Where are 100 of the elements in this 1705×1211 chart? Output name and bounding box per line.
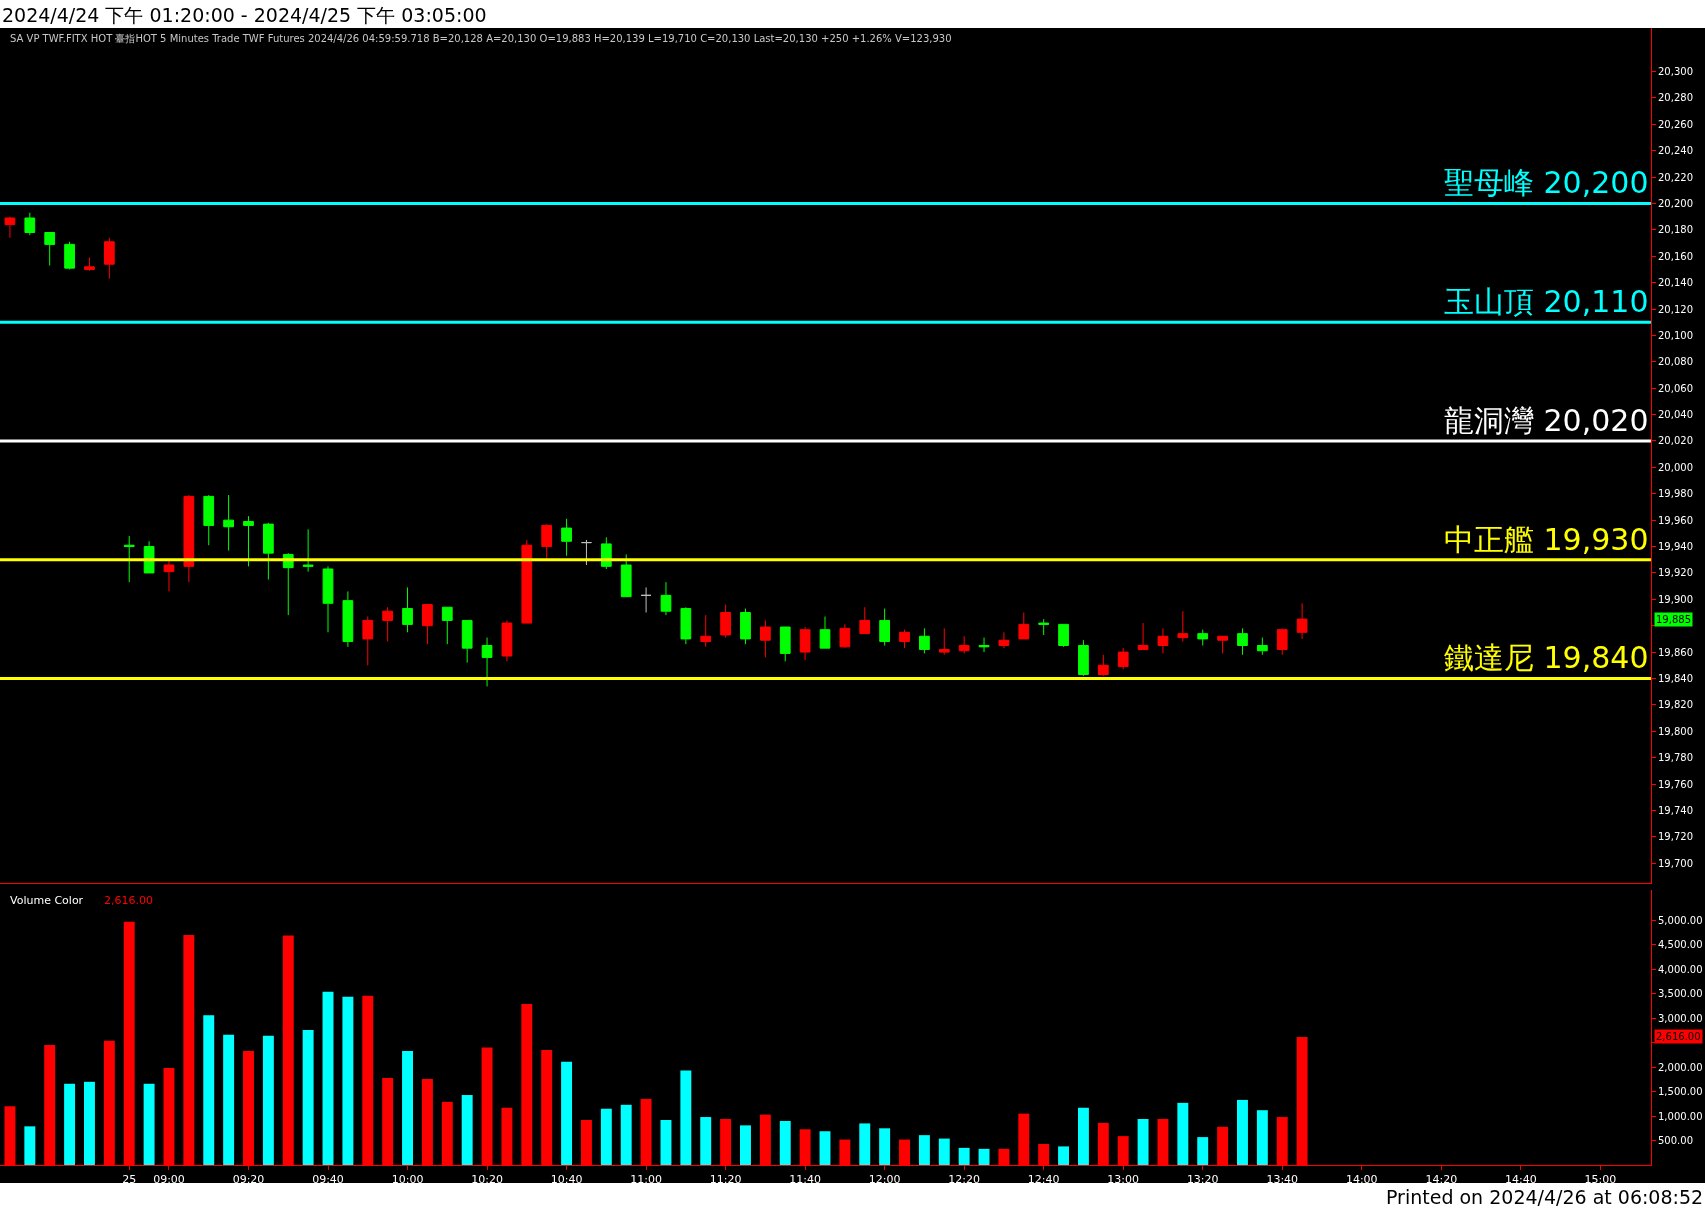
candlestick: [1078, 639, 1089, 677]
bar: [64, 1083, 76, 1165]
y-tick-label: 20,020: [1658, 435, 1693, 447]
y-tick-label: 2,000.00: [1658, 1061, 1703, 1073]
y-tick-label: 20,120: [1658, 303, 1693, 315]
y-tick-label: 19,740: [1658, 804, 1693, 816]
x-tick-label: 14:00: [1345, 1173, 1378, 1187]
y-tick-label: 19,820: [1658, 699, 1693, 711]
candlestick: [958, 635, 970, 654]
bar: [24, 1126, 36, 1165]
candlestick: [1038, 618, 1050, 636]
y-tick-label: 19,860: [1658, 646, 1693, 658]
candlestick: [44, 232, 56, 266]
y-tick-label: 19,780: [1658, 752, 1693, 764]
candlestick: [620, 553, 632, 598]
bar: [620, 1104, 632, 1165]
y-tick-label: 1,000.00: [1658, 1110, 1703, 1122]
candlestick: [640, 586, 652, 614]
bar: [561, 1061, 573, 1165]
x-tick-label: 12:00: [868, 1173, 901, 1187]
y-tick-label: 20,040: [1658, 409, 1693, 421]
bar: [1237, 1099, 1248, 1165]
y-tick-label: 20,180: [1658, 224, 1693, 236]
y-tick-label: 20,060: [1658, 382, 1693, 394]
candlestick: [263, 522, 274, 581]
candlestick: [243, 515, 254, 567]
candlestick: [700, 614, 712, 648]
candlestick: [402, 586, 413, 633]
ref-line-label: 聖母峰 20,200: [1444, 165, 1649, 200]
candlestick: [302, 528, 314, 573]
x-tick-label: 10:00: [391, 1173, 424, 1187]
text: SA VP TWF.FITX HOT 臺指HOT 5 Minutes Trade TWF Futures 2024/4/26 04:59:59.718 B=20,128 A=20,130 O=19,883 H=20,139 L=19,710 C=20,130 Last=20,130 +250 +1.26% V=123,930: [10, 33, 952, 44]
x-tick-label: 12:40: [1027, 1173, 1060, 1187]
candlestick: [561, 518, 572, 557]
y-tick-label: 20,200: [1658, 197, 1693, 209]
candlestick: [541, 523, 553, 559]
candlestick: [1117, 647, 1129, 670]
x-tick-label: 09:40: [312, 1173, 344, 1187]
bar: [203, 1015, 215, 1165]
x-tick-label: 09:00: [153, 1173, 185, 1187]
candlestick: [322, 565, 334, 633]
y-tick-label: 19,840: [1658, 672, 1693, 684]
bar: [779, 1120, 791, 1165]
text: 19,885: [1656, 614, 1691, 625]
bar: [859, 1123, 871, 1165]
candlestick: [461, 619, 473, 664]
x-tick-label: 13:20: [1186, 1173, 1219, 1187]
candlestick: [819, 615, 831, 649]
x-tick-label: 14:20: [1425, 1173, 1458, 1187]
candlestick: [1157, 627, 1169, 654]
y-tick-label: 20,280: [1658, 92, 1693, 104]
x-tick-label: 13:00: [1107, 1173, 1140, 1187]
candlestick: [163, 559, 175, 592]
bar: [83, 1081, 95, 1165]
candlestick: [1058, 623, 1069, 648]
y-tick-label: 20,080: [1658, 356, 1693, 368]
candlestick: [183, 494, 195, 583]
y-tick-label: 19,700: [1658, 857, 1693, 869]
bar: [302, 1029, 314, 1165]
candlestick: [581, 539, 592, 566]
x-tick-label: 12:20: [948, 1173, 981, 1187]
y-tick-label: 19,720: [1658, 831, 1693, 843]
x-tick-label: 11:40: [789, 1173, 821, 1187]
y-tick-label: 20,100: [1658, 329, 1693, 341]
y-tick-label: 20,220: [1658, 171, 1693, 183]
y-tick-label: 500.00: [1658, 1135, 1693, 1147]
candlestick: [919, 627, 930, 654]
candlestick: [1296, 602, 1308, 640]
bar: [740, 1125, 751, 1165]
candlestick: [501, 619, 513, 662]
bar: [1137, 1119, 1149, 1165]
x-tick-label: 10:40: [550, 1173, 583, 1187]
y-tick-label: 19,980: [1658, 488, 1693, 500]
text: Printed on 2024/4/26 at 06:08:52: [1386, 1186, 1704, 1208]
bar: [342, 996, 354, 1165]
candlestick: [1177, 610, 1189, 643]
y-tick-label: 19,960: [1658, 514, 1693, 526]
x-tick-label: 15:00: [1584, 1173, 1617, 1187]
x-tick-label: 13:40: [1266, 1173, 1299, 1187]
candlestick: [998, 631, 1010, 649]
bar: [879, 1128, 891, 1165]
candlestick: [740, 608, 751, 645]
chart-title: Volume Color: [10, 894, 84, 907]
candlestick: [899, 629, 910, 649]
x-tick-label: 10:20: [471, 1173, 503, 1187]
candlestick: [1018, 612, 1030, 640]
candlestick: [223, 494, 234, 551]
y-tick-label: 20,260: [1658, 118, 1693, 130]
y-tick-label: 20,140: [1658, 277, 1693, 289]
bar: [223, 1034, 235, 1165]
bar: [819, 1131, 831, 1165]
bar: [1058, 1146, 1070, 1165]
candlestick: [1137, 622, 1149, 650]
candlestick: [1237, 627, 1248, 656]
ref-line-label: 中正艦 19,930: [1444, 522, 1649, 557]
candlestick: [799, 626, 811, 661]
y-tick-label: 20,000: [1658, 461, 1693, 473]
y-tick-label: 19,940: [1658, 541, 1693, 553]
y-tick-label: 20,300: [1658, 66, 1693, 78]
y-tick-label: 19,760: [1658, 778, 1693, 790]
